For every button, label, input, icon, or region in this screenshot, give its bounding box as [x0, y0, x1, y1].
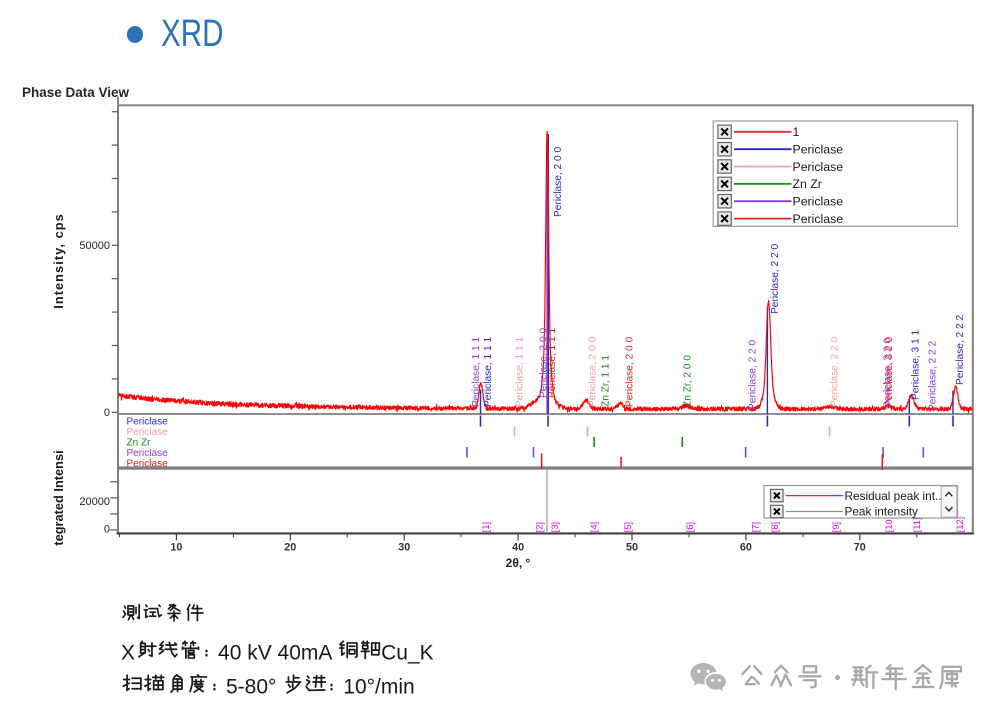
svg-text:Periclase: Periclase [793, 160, 844, 174]
svg-text:Periclase, 2 2 0: Periclase, 2 2 0 [830, 336, 841, 407]
svg-text:Periclase, 2 2 2: Periclase, 2 2 2 [928, 340, 939, 411]
svg-text:[9]: [9] [831, 522, 841, 532]
svg-text:[1]: [1] [481, 522, 491, 532]
svg-text:Periclase: Periclase [127, 448, 169, 459]
svg-text:0: 0 [104, 524, 110, 536]
svg-text:Periclase, 1 1 1: Periclase, 1 1 1 [547, 327, 558, 398]
svg-text:Periclase, 2 2 2: Periclase, 2 2 2 [955, 314, 966, 385]
svg-text:Zn Zr, 1 1 1: Zn Zr, 1 1 1 [601, 355, 612, 407]
svg-text:Periclase: Periclase [127, 458, 169, 469]
svg-text:[12]: [12] [955, 517, 965, 532]
svg-text:Periclase, 2 2 0: Periclase, 2 2 0 [883, 337, 894, 408]
svg-text:[4]: [4] [589, 522, 599, 532]
svg-text:[5]: [5] [623, 522, 633, 532]
svg-text:Periclase, 2 0 0: Periclase, 2 0 0 [553, 146, 564, 217]
svg-text:tegrated Intensi: tegrated Intensi [51, 450, 66, 545]
svg-text:[10]: [10] [884, 517, 894, 532]
svg-text:Periclase, 1 1 1: Periclase, 1 1 1 [515, 336, 526, 407]
svg-text:Periclase: Periclase [793, 143, 844, 157]
svg-text:Intensity, cps: Intensity, cps [51, 213, 66, 309]
svg-text:Periclase, 1 1 1: Periclase, 1 1 1 [471, 336, 482, 407]
svg-text:Periclase, 2 0 0: Periclase, 2 0 0 [625, 336, 636, 407]
svg-text:Periclase, 3 1 1: Periclase, 3 1 1 [911, 329, 922, 400]
svg-text:50: 50 [626, 542, 638, 554]
svg-text:1: 1 [793, 125, 800, 139]
svg-text:[6]: [6] [685, 522, 695, 532]
svg-text:[7]: [7] [751, 522, 761, 532]
svg-text:Periclase, 2 0 0: Periclase, 2 0 0 [588, 336, 599, 407]
svg-text:Zn Zr: Zn Zr [793, 177, 822, 191]
svg-text:Periclase, 2 2 0: Periclase, 2 2 0 [770, 243, 781, 314]
svg-text:Zn Zr: Zn Zr [127, 437, 152, 448]
svg-text:30: 30 [398, 542, 410, 554]
svg-text:40: 40 [512, 542, 524, 554]
svg-text:[8]: [8] [770, 522, 780, 532]
svg-text:20: 20 [284, 542, 296, 554]
svg-text:Periclase, 3 2 0: Periclase, 3 2 0 [884, 336, 895, 407]
svg-text:Periclase: Periclase [793, 212, 844, 226]
svg-text:10: 10 [170, 542, 182, 554]
svg-text:70: 70 [854, 542, 866, 554]
svg-text:20000: 20000 [79, 496, 110, 508]
svg-text:50000: 50000 [79, 240, 110, 252]
svg-text:Peak intensity: Peak intensity [845, 505, 919, 519]
svg-text:Periclase: Periclase [127, 416, 169, 427]
svg-text:Periclase: Periclase [793, 195, 844, 209]
svg-text:Periclase, 1 1 1: Periclase, 1 1 1 [483, 336, 494, 407]
svg-text:Periclase, 2 2 0: Periclase, 2 2 0 [748, 339, 759, 410]
svg-text:[2]: [2] [535, 522, 545, 532]
svg-text:Periclase, 2 0 0: Periclase, 2 0 0 [539, 327, 550, 398]
svg-text:2θ, °: 2θ, ° [506, 556, 531, 570]
svg-text:60: 60 [740, 542, 752, 554]
svg-text:Zn Zr, 2 0 0: Zn Zr, 2 0 0 [683, 355, 694, 407]
svg-text:Periclase: Periclase [127, 427, 169, 438]
svg-text:[11]: [11] [912, 518, 922, 533]
svg-text:0: 0 [104, 407, 110, 419]
svg-text:[3]: [3] [550, 522, 560, 532]
svg-text:Residual peak int...: Residual peak int... [845, 489, 945, 503]
